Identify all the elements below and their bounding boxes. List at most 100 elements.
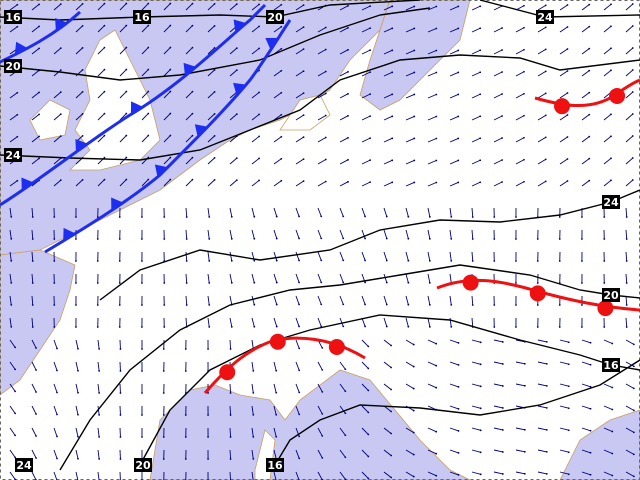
wind-arrow (581, 70, 590, 77)
wind-head (324, 26, 327, 29)
islands (29, 29, 331, 480)
wind-head (141, 216, 143, 218)
wind-head (14, 368, 17, 371)
wind-arrow (229, 113, 238, 121)
wind-head (342, 215, 345, 218)
wind-head (457, 181, 460, 184)
wind-head (321, 457, 324, 459)
wind-head (103, 2, 106, 5)
wind-head (103, 112, 106, 115)
wind-arrow (97, 449, 100, 459)
wind-head (35, 435, 37, 437)
wind-head (536, 304, 539, 306)
wind-arrow (471, 207, 474, 218)
label-box (15, 458, 33, 472)
contour-label: 16 (267, 459, 283, 472)
wind-head (558, 326, 561, 328)
wind-arrow (625, 157, 634, 165)
wind-head (207, 392, 209, 394)
wind-arrow (339, 159, 349, 165)
wind-head (581, 304, 583, 306)
wind-head (479, 49, 482, 52)
wind-arrow (163, 113, 171, 121)
wind-head (390, 476, 393, 479)
wind-head (347, 114, 349, 117)
wind-head (14, 434, 17, 437)
wind-head (118, 216, 121, 218)
label-box (133, 10, 151, 24)
wind-arrow (295, 361, 300, 371)
label-box (4, 148, 22, 162)
wind-arrow (603, 113, 612, 121)
wind-head (302, 114, 305, 117)
wind-arrow (185, 157, 193, 165)
wind-head (280, 91, 283, 94)
wind-arrow (163, 179, 171, 187)
wind-arrow (493, 159, 503, 165)
wind-head (253, 281, 256, 284)
wind-head (141, 370, 143, 372)
wind-head (118, 282, 121, 284)
wind-head (53, 216, 56, 218)
wind-head (213, 68, 216, 71)
wind-arrow (31, 339, 37, 349)
wind-head (501, 407, 504, 409)
wind-head (81, 24, 84, 27)
wind-head (77, 369, 79, 372)
wind-head (81, 90, 84, 93)
wind-head (435, 49, 438, 52)
wind-arrow (537, 405, 547, 409)
wind-head (545, 362, 548, 365)
wind-arrow (119, 69, 127, 77)
front-symbol (21, 177, 34, 191)
wind-head (632, 365, 635, 368)
wind-arrow (251, 383, 254, 393)
wind-head (457, 137, 460, 140)
wind-arrow (163, 157, 171, 165)
wind-arrow (97, 179, 105, 187)
wind-head (207, 458, 209, 460)
wind-head (567, 341, 570, 344)
wind-arrow (383, 49, 393, 55)
wind-arrow (229, 91, 238, 99)
wind-head (77, 347, 79, 350)
wind-head (253, 259, 256, 262)
wind-head (230, 281, 233, 284)
wind-arrow (207, 69, 215, 77)
wind-arrow (537, 471, 547, 475)
wind-head (298, 281, 300, 284)
wind-head (412, 343, 415, 346)
wind-arrow (581, 405, 591, 410)
wind-head (184, 370, 187, 372)
wind-head (252, 436, 255, 438)
wind-arrow (493, 361, 503, 365)
wind-head (235, 113, 238, 116)
wind-arrow (515, 137, 525, 143)
wind-head (369, 159, 372, 162)
wind-arrow (383, 449, 392, 456)
front-symbol (219, 364, 236, 381)
wind-head (611, 408, 614, 411)
wind-head (566, 48, 569, 50)
wind-head (412, 453, 415, 456)
wind-arrow (273, 471, 277, 480)
wind-arrow (317, 273, 322, 283)
wind-head (390, 366, 393, 369)
wind-head (147, 178, 150, 181)
wind-head (302, 180, 305, 183)
wind-arrow (273, 158, 282, 165)
wind-head (631, 69, 634, 71)
wind-head (435, 181, 438, 184)
wind-arrow (471, 5, 481, 11)
wind-head (10, 238, 13, 240)
wind-arrow (603, 69, 612, 77)
wind-head (567, 429, 570, 432)
wind-head (347, 158, 349, 161)
wind-head (280, 179, 283, 182)
wind-arrow (97, 427, 100, 437)
wind-arrow (405, 116, 415, 121)
wind-head (471, 260, 474, 262)
wind-arrow (295, 180, 304, 187)
wind-arrow (53, 157, 62, 165)
wind-head (235, 3, 238, 6)
